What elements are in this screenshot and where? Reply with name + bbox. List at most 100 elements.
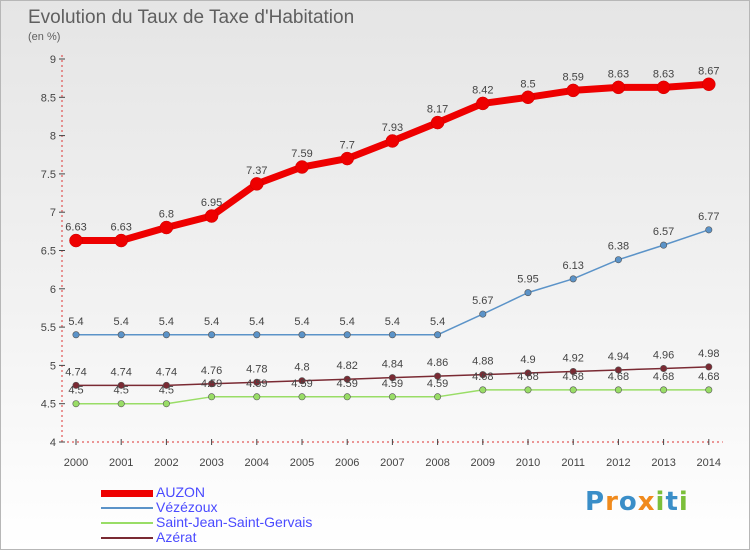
data-label: 4.68 bbox=[608, 371, 629, 383]
data-point bbox=[524, 386, 532, 394]
data-point bbox=[434, 331, 442, 339]
data-label: 4.68 bbox=[698, 371, 719, 383]
x-tick-label: 2000 bbox=[64, 457, 88, 469]
legend-label: Saint-Jean-Saint-Gervais bbox=[156, 514, 313, 530]
data-point bbox=[705, 226, 713, 234]
data-point bbox=[250, 177, 264, 191]
data-label: 6.77 bbox=[698, 211, 719, 223]
data-label: 4.82 bbox=[336, 360, 357, 372]
data-point bbox=[343, 331, 351, 339]
data-point bbox=[479, 371, 487, 379]
data-label: 4.78 bbox=[246, 363, 267, 375]
data-point bbox=[159, 220, 174, 235]
data-label: 4.5 bbox=[68, 385, 83, 397]
data-point bbox=[343, 393, 351, 401]
data-point bbox=[705, 386, 713, 394]
data-label: 8.63 bbox=[608, 68, 629, 80]
y-tick-label: 8.5 bbox=[41, 92, 56, 104]
data-label: 8.63 bbox=[653, 68, 674, 80]
data-label: 8.5 bbox=[520, 78, 535, 90]
chart-title: Evolution du Taux de Taxe d'Habitation bbox=[28, 7, 355, 28]
data-point bbox=[611, 80, 626, 95]
data-point bbox=[208, 393, 216, 401]
data-label: 6.57 bbox=[653, 226, 674, 238]
x-tick-label: 2009 bbox=[471, 457, 495, 469]
data-point bbox=[208, 380, 216, 388]
x-tick-label: 2004 bbox=[245, 457, 269, 469]
data-label: 5.95 bbox=[517, 274, 538, 286]
data-label: 4.5 bbox=[159, 385, 174, 397]
y-tick-label: 5 bbox=[50, 360, 56, 372]
data-label: 4.76 bbox=[201, 365, 222, 377]
data-label: 7.37 bbox=[246, 165, 267, 177]
x-tick-label: 2001 bbox=[109, 457, 133, 469]
legend-swatch bbox=[101, 522, 153, 524]
data-point bbox=[614, 256, 622, 264]
x-tick-label: 2003 bbox=[199, 457, 223, 469]
series-v-z-zoux bbox=[72, 226, 713, 339]
y-tick-label: 9 bbox=[50, 54, 56, 66]
data-label: 5.67 bbox=[472, 295, 493, 307]
data-point bbox=[434, 372, 442, 380]
y-tick-label: 4 bbox=[50, 437, 56, 449]
data-label: 4.68 bbox=[472, 371, 493, 383]
y-tick-label: 7.5 bbox=[41, 169, 56, 181]
data-label: 7.7 bbox=[340, 140, 355, 152]
data-point bbox=[656, 80, 671, 95]
data-label: 8.67 bbox=[698, 65, 719, 77]
data-point bbox=[72, 331, 80, 339]
legend-swatch bbox=[101, 537, 153, 539]
data-point bbox=[660, 241, 668, 249]
data-label: 4.68 bbox=[653, 371, 674, 383]
y-tick-label: 6 bbox=[50, 284, 56, 296]
logo-letter: x bbox=[637, 487, 656, 517]
x-tick-label: 2005 bbox=[290, 457, 314, 469]
data-point bbox=[298, 377, 306, 385]
data-point bbox=[72, 400, 80, 408]
data-point bbox=[430, 115, 445, 130]
x-tick-label: 2010 bbox=[516, 457, 540, 469]
series-az-rat bbox=[72, 363, 713, 389]
data-point bbox=[388, 374, 396, 382]
data-label: 4.59 bbox=[246, 378, 267, 390]
data-point bbox=[204, 209, 219, 223]
data-point bbox=[208, 331, 216, 339]
y-tick-label: 6.5 bbox=[41, 246, 56, 258]
x-tick-label: 2013 bbox=[651, 457, 675, 469]
data-point bbox=[340, 151, 354, 166]
data-label: 5.4 bbox=[204, 316, 219, 328]
legend-swatch bbox=[101, 489, 153, 497]
data-point bbox=[253, 393, 261, 401]
data-point bbox=[569, 275, 577, 283]
data-label: 4.94 bbox=[608, 351, 629, 363]
data-point bbox=[253, 378, 261, 386]
data-label: 4.98 bbox=[698, 348, 719, 360]
data-label: 6.8 bbox=[159, 209, 174, 221]
data-label: 4.8 bbox=[294, 362, 309, 374]
data-point bbox=[295, 160, 309, 174]
data-label: 5.4 bbox=[385, 316, 400, 328]
logo-letter: t bbox=[665, 487, 679, 517]
logo-letter: P bbox=[585, 487, 606, 517]
x-tick-label: 2006 bbox=[335, 457, 359, 469]
data-point bbox=[660, 364, 668, 372]
data-point bbox=[298, 393, 306, 401]
y-tick-label: 8 bbox=[50, 131, 56, 143]
data-point bbox=[705, 363, 713, 371]
data-label: 6.38 bbox=[608, 241, 629, 253]
data-point bbox=[614, 366, 622, 374]
data-point bbox=[524, 369, 532, 377]
data-label: 7.59 bbox=[291, 148, 312, 160]
x-tick-label: 2012 bbox=[606, 457, 630, 469]
legend-item: Azérat bbox=[101, 529, 401, 545]
x-tick-label: 2014 bbox=[697, 457, 721, 469]
data-label: 4.74 bbox=[65, 366, 86, 378]
data-label: 4.88 bbox=[472, 356, 493, 368]
data-label: 4.92 bbox=[562, 353, 583, 365]
logo-letter: o bbox=[618, 487, 638, 517]
data-label: 4.86 bbox=[427, 357, 448, 369]
data-point bbox=[162, 400, 170, 408]
data-point bbox=[614, 386, 622, 394]
data-label: 4.68 bbox=[562, 371, 583, 383]
